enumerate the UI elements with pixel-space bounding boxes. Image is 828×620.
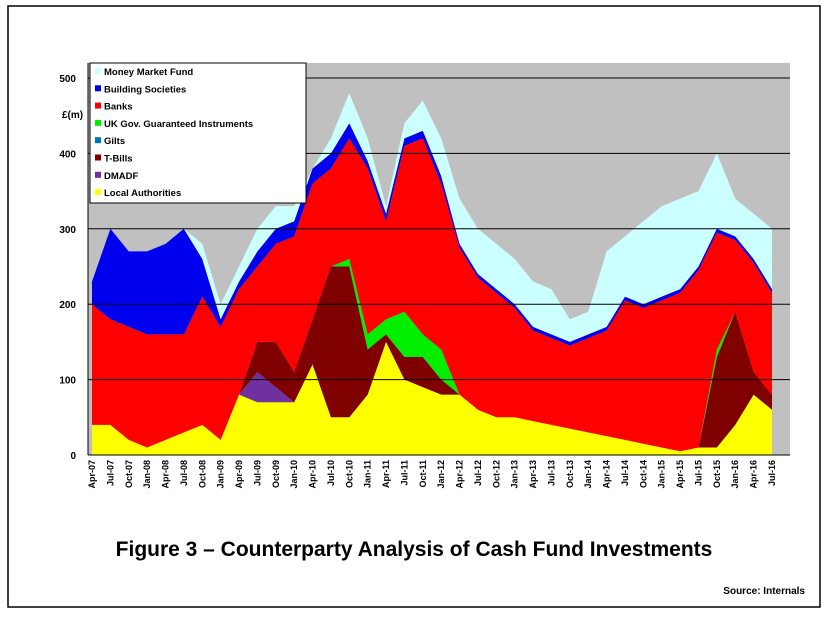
x-tick-label: Jul-12 <box>473 460 483 486</box>
area <box>92 123 772 346</box>
source-note: Source: Internals <box>723 586 805 597</box>
x-tick-label: Jul-14 <box>620 460 630 486</box>
x-tick-label: Jan-08 <box>142 460 152 489</box>
legend-swatch <box>95 68 101 74</box>
x-tick-label: Apr-15 <box>675 460 685 489</box>
x-tick-label: Jul-15 <box>693 460 703 486</box>
x-tick-label: Jan-11 <box>363 460 373 488</box>
x-tick-label: Apr-14 <box>602 460 612 489</box>
area <box>92 266 772 452</box>
area <box>92 138 772 452</box>
legend-label: Building Societies <box>104 84 186 95</box>
legend-label: Money Market Fund <box>104 67 193 78</box>
x-tick-label: Oct-14 <box>638 460 648 488</box>
x-tick-label: Apr-11 <box>381 460 391 488</box>
y-tick-label: 300 <box>59 225 76 236</box>
y-axis-label: £(m) <box>62 110 83 121</box>
legend-swatch <box>95 85 101 92</box>
legend-label: Local Authorities <box>104 188 181 199</box>
y-tick-label: 200 <box>59 300 76 311</box>
y-tick-label: 0 <box>70 451 76 462</box>
x-tick-label: Oct-12 <box>491 460 501 488</box>
legend-label: DMADF <box>104 171 138 182</box>
area <box>92 258 772 452</box>
legend-label: Banks <box>104 102 133 113</box>
x-tick-label: Jan-16 <box>730 460 740 489</box>
legend-swatch <box>95 154 101 161</box>
area <box>92 93 772 342</box>
legend-swatch <box>95 171 101 178</box>
x-tick-label: Jan-12 <box>436 460 446 489</box>
x-tick-label: Jan-14 <box>583 460 593 489</box>
x-tick-label: Oct-13 <box>565 460 575 488</box>
x-tick-label: Apr-12 <box>455 460 465 489</box>
x-tick-label: Oct-08 <box>197 460 207 488</box>
x-tick-label: Apr-08 <box>161 460 171 489</box>
x-tick-label: Jan-15 <box>657 460 667 489</box>
legend-label: T-Bills <box>104 154 133 165</box>
x-tick-label: Apr-10 <box>308 460 318 489</box>
x-tick-label: Oct-11 <box>418 460 428 488</box>
x-tick-label: Jan-09 <box>216 460 226 489</box>
legend: Money Market Fund Building Societies Banks… <box>89 62 307 204</box>
x-tick-label: Jan-10 <box>289 460 299 489</box>
legend-swatch <box>95 119 101 126</box>
legend-swatch <box>95 137 101 144</box>
x-tick-label: Apr-16 <box>749 460 759 489</box>
x-tick-label: Oct-09 <box>271 460 281 488</box>
x-tick-label: Apr-13 <box>528 460 538 489</box>
y-tick-label: 400 <box>59 149 76 160</box>
y-tick-label: 500 <box>59 74 76 85</box>
x-tick-label: Jul-16 <box>767 460 777 486</box>
x-tick-label: Jul-13 <box>546 460 556 486</box>
x-tick-label: Oct-10 <box>344 460 354 488</box>
x-tick-label: Jul-10 <box>326 460 336 486</box>
x-tick-label: Jul-08 <box>179 460 189 486</box>
legend-label: Gilts <box>104 136 125 147</box>
legend-box <box>89 62 307 204</box>
chart-title: Figure 3 – Counterparty Analysis of Cash… <box>116 538 713 561</box>
x-tick-label: Oct-15 <box>712 460 722 488</box>
y-tick-label: 100 <box>59 376 76 387</box>
x-tick-label: Apr-07 <box>87 460 97 489</box>
legend-swatch <box>95 189 101 196</box>
x-tick-label: Jul-07 <box>105 460 115 486</box>
x-tick-label: Jul-11 <box>399 460 409 486</box>
x-tick-label: Jan-13 <box>510 460 520 489</box>
x-tick-label: Apr-09 <box>234 460 244 489</box>
legend-label: UK Gov. Guaranteed Instruments <box>104 119 253 130</box>
legend-swatch <box>95 102 101 109</box>
area <box>92 341 772 455</box>
x-tick-label: Jul-09 <box>252 460 262 486</box>
x-tick-label: Oct-07 <box>124 460 134 488</box>
